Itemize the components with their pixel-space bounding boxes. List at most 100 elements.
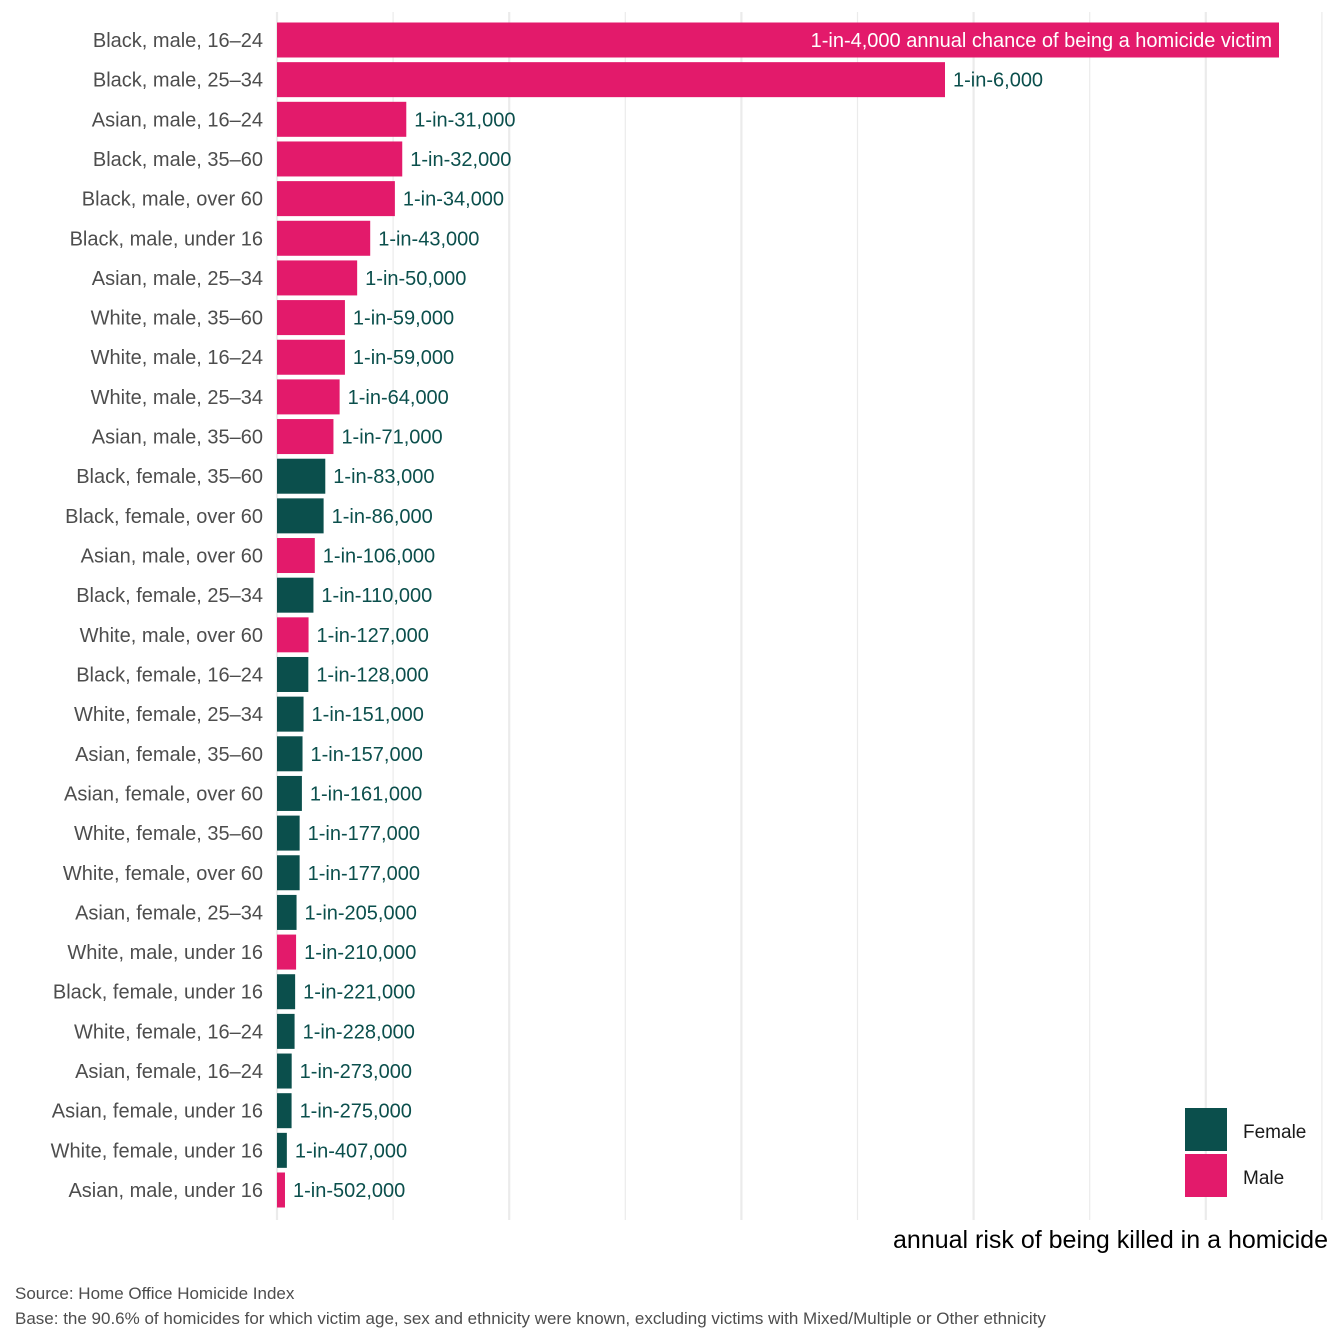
bar xyxy=(277,101,407,137)
category-label: Asian, female, 35–60 xyxy=(75,744,263,766)
bar xyxy=(277,855,300,891)
bar xyxy=(277,656,309,692)
value-label: 1-in-157,000 xyxy=(311,744,423,766)
category-label: Asian, female, 16–24 xyxy=(75,1061,263,1083)
legend: Female Male xyxy=(1185,1108,1306,1197)
bar xyxy=(277,1053,292,1089)
category-label: Asian, female, under 16 xyxy=(52,1101,263,1123)
value-label: 1-in-127,000 xyxy=(317,625,429,647)
bar xyxy=(277,815,300,851)
value-label: 1-in-71,000 xyxy=(341,427,442,449)
legend-label-female: Female xyxy=(1243,1122,1306,1143)
value-label: 1-in-177,000 xyxy=(308,863,420,885)
bar xyxy=(277,379,340,415)
bar xyxy=(277,696,304,732)
bar xyxy=(277,1132,287,1168)
category-labels: Black, male, 16–24 Black, male, 25–34 Asia… xyxy=(51,30,263,1202)
value-label: 1-in-210,000 xyxy=(304,942,416,964)
value-label: 1-in-83,000 xyxy=(333,466,434,488)
bar xyxy=(277,300,345,336)
value-label: 1-in-221,000 xyxy=(303,982,415,1004)
bar xyxy=(277,577,314,613)
value-label: 1-in-275,000 xyxy=(300,1101,412,1123)
category-label: White, female, 35–60 xyxy=(74,823,263,845)
bar xyxy=(277,934,297,970)
bar xyxy=(277,260,358,296)
category-label: White, female, 25–34 xyxy=(74,704,263,726)
category-label: Asian, male, under 16 xyxy=(68,1180,263,1202)
category-label: Asian, male, 16–24 xyxy=(92,109,263,131)
bar xyxy=(277,1093,292,1129)
bar xyxy=(277,1013,295,1049)
category-label: Black, male, under 16 xyxy=(70,228,263,250)
value-label: 1-in-64,000 xyxy=(348,387,449,409)
category-label: Asian, male, over 60 xyxy=(81,546,263,568)
value-label: 1-in-128,000 xyxy=(316,664,428,686)
value-label: 1-in-50,000 xyxy=(365,268,466,290)
category-label: Asian, male, 25–34 xyxy=(92,268,263,290)
bar xyxy=(277,22,1279,58)
value-label: 1-in-407,000 xyxy=(295,1140,407,1162)
category-label: Asian, female, over 60 xyxy=(64,783,263,805)
bar xyxy=(277,141,403,177)
category-label: White, female, 16–24 xyxy=(74,1021,263,1043)
category-label: Black, male, 16–24 xyxy=(93,30,263,52)
value-label: 1-in-106,000 xyxy=(323,546,435,568)
category-label: Black, female, 35–60 xyxy=(76,466,263,488)
gridlines xyxy=(275,12,1323,1220)
bar xyxy=(277,62,945,98)
category-label: Black, female, 25–34 xyxy=(76,585,263,607)
bar xyxy=(277,181,395,217)
caption-source: Source: Home Office Homicide Index xyxy=(15,1284,295,1303)
bars xyxy=(277,22,1279,1208)
category-label: Black, male, 35–60 xyxy=(93,149,263,171)
bar xyxy=(277,974,296,1010)
category-label: White, male, 16–24 xyxy=(91,347,263,369)
category-label: Asian, male, 35–60 xyxy=(92,427,263,449)
bar xyxy=(277,775,302,811)
category-label: White, male, over 60 xyxy=(80,625,263,647)
value-label: 1-in-59,000 xyxy=(353,347,454,369)
value-label: 1-in-205,000 xyxy=(305,902,417,924)
category-label: Black, female, over 60 xyxy=(65,506,263,528)
value-label: 1-in-151,000 xyxy=(312,704,424,726)
bar xyxy=(277,617,309,653)
value-label: 1-in-502,000 xyxy=(293,1180,405,1202)
bar xyxy=(277,419,334,455)
category-label: Black, female, under 16 xyxy=(53,982,263,1004)
category-label: White, male, 35–60 xyxy=(91,308,263,330)
bar xyxy=(277,736,303,772)
legend-swatch-male xyxy=(1185,1154,1227,1197)
value-labels: 1-in-4,000 annual chance of being a homi… xyxy=(293,30,1272,1202)
value-label: 1-in-86,000 xyxy=(332,506,433,528)
x-axis-title: annual risk of being killed in a homicid… xyxy=(893,1226,1328,1254)
value-label: 1-in-177,000 xyxy=(308,823,420,845)
value-label: 1-in-34,000 xyxy=(403,189,504,211)
legend-swatch-female xyxy=(1185,1108,1227,1151)
category-label: Black, female, 16–24 xyxy=(76,664,263,686)
category-label: Black, male, 25–34 xyxy=(93,70,263,92)
category-label: White, male, 25–34 xyxy=(91,387,263,409)
value-label: 1-in-273,000 xyxy=(300,1061,412,1083)
value-label: 1-in-4,000 annual chance of being a homi… xyxy=(811,30,1272,52)
category-label: White, female, over 60 xyxy=(63,863,263,885)
category-label: Black, male, over 60 xyxy=(82,189,263,211)
value-label: 1-in-31,000 xyxy=(414,109,515,131)
value-label: 1-in-32,000 xyxy=(410,149,511,171)
value-label: 1-in-6,000 xyxy=(953,70,1043,92)
value-label: 1-in-228,000 xyxy=(303,1021,415,1043)
bar xyxy=(277,1172,285,1208)
value-label: 1-in-59,000 xyxy=(353,308,454,330)
bar xyxy=(277,339,345,375)
category-label: Asian, female, 25–34 xyxy=(75,902,263,924)
caption-base: Base: the 90.6% of homicides for which v… xyxy=(15,1309,1046,1328)
value-label: 1-in-110,000 xyxy=(321,585,432,607)
value-label: 1-in-43,000 xyxy=(378,228,479,250)
bar xyxy=(277,538,315,574)
bar xyxy=(277,220,371,256)
value-label: 1-in-161,000 xyxy=(310,783,422,805)
bar xyxy=(277,894,297,930)
category-label: White, male, under 16 xyxy=(67,942,263,964)
category-label: White, female, under 16 xyxy=(51,1140,263,1162)
